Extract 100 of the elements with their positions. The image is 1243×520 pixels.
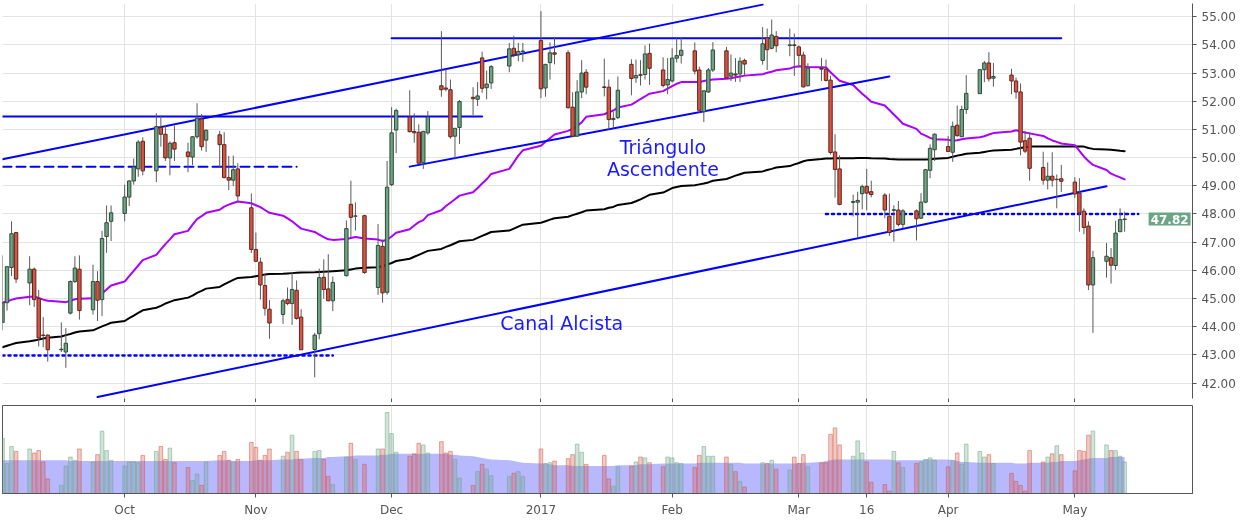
bar [416, 442, 422, 494]
candlestick [511, 35, 516, 58]
y-tick-label: 52.00 [1201, 94, 1236, 109]
candlestick [642, 44, 648, 81]
bar [760, 462, 765, 494]
bar [294, 450, 299, 494]
bar [864, 461, 870, 494]
bar [991, 463, 996, 494]
bar [574, 443, 580, 494]
bar [932, 459, 937, 494]
candlestick [552, 36, 557, 65]
bar [1072, 470, 1078, 494]
candlestick [1108, 247, 1114, 285]
bar [710, 455, 716, 494]
bar [45, 478, 51, 494]
bar [95, 454, 100, 494]
bar [439, 441, 444, 494]
candlestick [321, 258, 326, 300]
bar [330, 484, 336, 494]
bar [959, 463, 965, 494]
candlestick [955, 104, 960, 138]
bar [40, 461, 46, 494]
candlestick [629, 58, 634, 96]
bar [425, 452, 431, 494]
y-tick-label: 48.00 [1201, 207, 1236, 222]
bar [448, 450, 453, 494]
bar [63, 465, 69, 494]
y-tick-label: 45.00 [1201, 291, 1236, 306]
x-tick-label: Apr [937, 502, 959, 517]
bar [1058, 454, 1064, 494]
bar [158, 446, 164, 494]
bar [77, 448, 82, 494]
candlestick [728, 54, 734, 82]
candlestick [393, 108, 399, 154]
bar [384, 412, 390, 494]
bar [140, 454, 146, 494]
candlestick [647, 43, 652, 86]
bar [832, 427, 838, 494]
bar [701, 446, 707, 494]
bar [235, 459, 241, 494]
bar [1045, 456, 1051, 494]
candlestick [774, 30, 779, 53]
bar [475, 471, 480, 494]
candlestick [855, 191, 860, 239]
candlestick [891, 204, 897, 243]
candlestick [1059, 164, 1064, 193]
bar [1104, 444, 1109, 494]
candlestick [353, 201, 358, 232]
candlestick [452, 127, 458, 160]
bar [674, 462, 679, 494]
candlestick [280, 298, 286, 325]
candlestick [733, 57, 738, 83]
bar [1122, 461, 1127, 494]
candlestick [914, 208, 919, 241]
bar [316, 450, 322, 494]
bar [199, 484, 204, 494]
candlestick [1045, 161, 1050, 190]
bar [796, 463, 802, 494]
bar [36, 450, 42, 494]
bar [1090, 430, 1096, 494]
x-tick-label: Mar [787, 502, 811, 517]
bar [868, 481, 874, 494]
bar [348, 442, 354, 494]
bar [891, 450, 897, 494]
bar [262, 454, 268, 494]
bar [221, 450, 227, 494]
bar [511, 472, 517, 494]
bar [801, 454, 806, 494]
bar [950, 459, 955, 494]
bar [194, 473, 200, 494]
bar [520, 476, 526, 494]
candlestick [792, 33, 797, 77]
candlestick [660, 56, 666, 88]
candlestick [348, 180, 354, 238]
x-tick-label: Oct [114, 502, 136, 517]
bar [787, 469, 793, 494]
bar [583, 463, 589, 494]
bar [855, 440, 860, 494]
bar [724, 456, 729, 494]
bar [203, 461, 209, 494]
bar [769, 459, 775, 494]
bar [389, 433, 394, 494]
bar [859, 452, 865, 494]
bar [353, 459, 358, 494]
x-tick-label: Nov [244, 502, 268, 517]
bar [773, 468, 779, 494]
candlestick [203, 128, 209, 153]
bar [805, 466, 811, 494]
bar [792, 456, 797, 494]
candlestick [633, 59, 639, 84]
bar [393, 451, 399, 494]
candlestick [737, 56, 743, 83]
bar [289, 434, 295, 494]
bar [742, 486, 747, 494]
bar [27, 448, 32, 494]
bar [923, 459, 928, 494]
y-tick-label: 49.00 [1201, 179, 1236, 194]
bar [1009, 472, 1014, 494]
bar [122, 465, 127, 494]
bar [601, 454, 607, 494]
